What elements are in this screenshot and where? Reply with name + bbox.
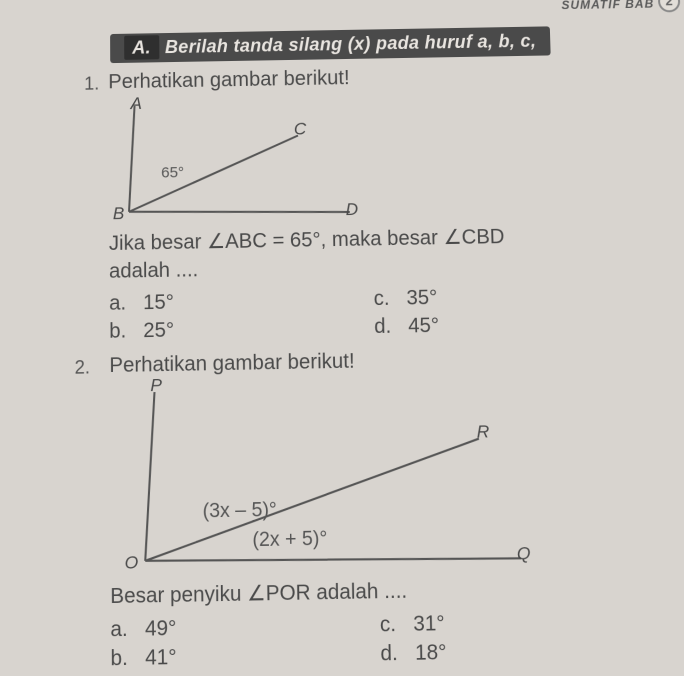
q2-label-q: Q <box>517 543 531 565</box>
q2-options: a. 49° c. 31° b. 41° d. 18° <box>110 605 684 673</box>
q1-label-d: D <box>345 200 358 221</box>
q1-option-d[interactable]: d. 45° <box>374 312 439 341</box>
page-circle-number: 2 <box>658 0 681 12</box>
q2-prompt: Perhatikan gambar berikut! <box>109 344 677 378</box>
q1-prompt: Perhatikan gambar berikut! <box>108 61 667 94</box>
q2-label-p: P <box>150 375 162 396</box>
q1-option-b[interactable]: b. 25° <box>109 313 374 346</box>
q2-expr-top: (3x – 5)° <box>203 499 277 524</box>
section-instruction: A.Berilah tanda silang (x) pada huruf a,… <box>110 26 550 63</box>
header-fragment: SUMATIF BAB <box>561 0 654 12</box>
q2-label-r: R <box>476 422 489 443</box>
q1-option-c[interactable]: c. 35° <box>373 284 437 313</box>
q1-label-c: C <box>294 119 307 139</box>
q2-expr-bot: (2x + 5)° <box>252 528 327 553</box>
q1-figure: A B C D 65° <box>108 94 372 231</box>
q2-number: 2. <box>75 357 90 379</box>
q2-option-c[interactable]: c. 31° <box>380 610 445 640</box>
q2-figure: P O R Q (3x – 5)° (2x + 5)° <box>109 375 544 583</box>
q1-number: 1. <box>84 73 99 94</box>
q2-option-b[interactable]: b. 41° <box>110 640 380 674</box>
section-text: Berilah tanda silang (x) pada huruf a, b… <box>165 31 537 58</box>
section-lead: A. <box>124 35 159 60</box>
q2-option-d[interactable]: d. 18° <box>380 639 447 669</box>
q1-label-b: B <box>113 204 125 225</box>
q1-angle-label: 65° <box>161 164 184 182</box>
q1-options: a. 15° c. 35° b. 25° d. 45° <box>109 280 676 346</box>
q2-label-o: O <box>125 552 139 574</box>
q1-label-a: A <box>130 94 142 114</box>
